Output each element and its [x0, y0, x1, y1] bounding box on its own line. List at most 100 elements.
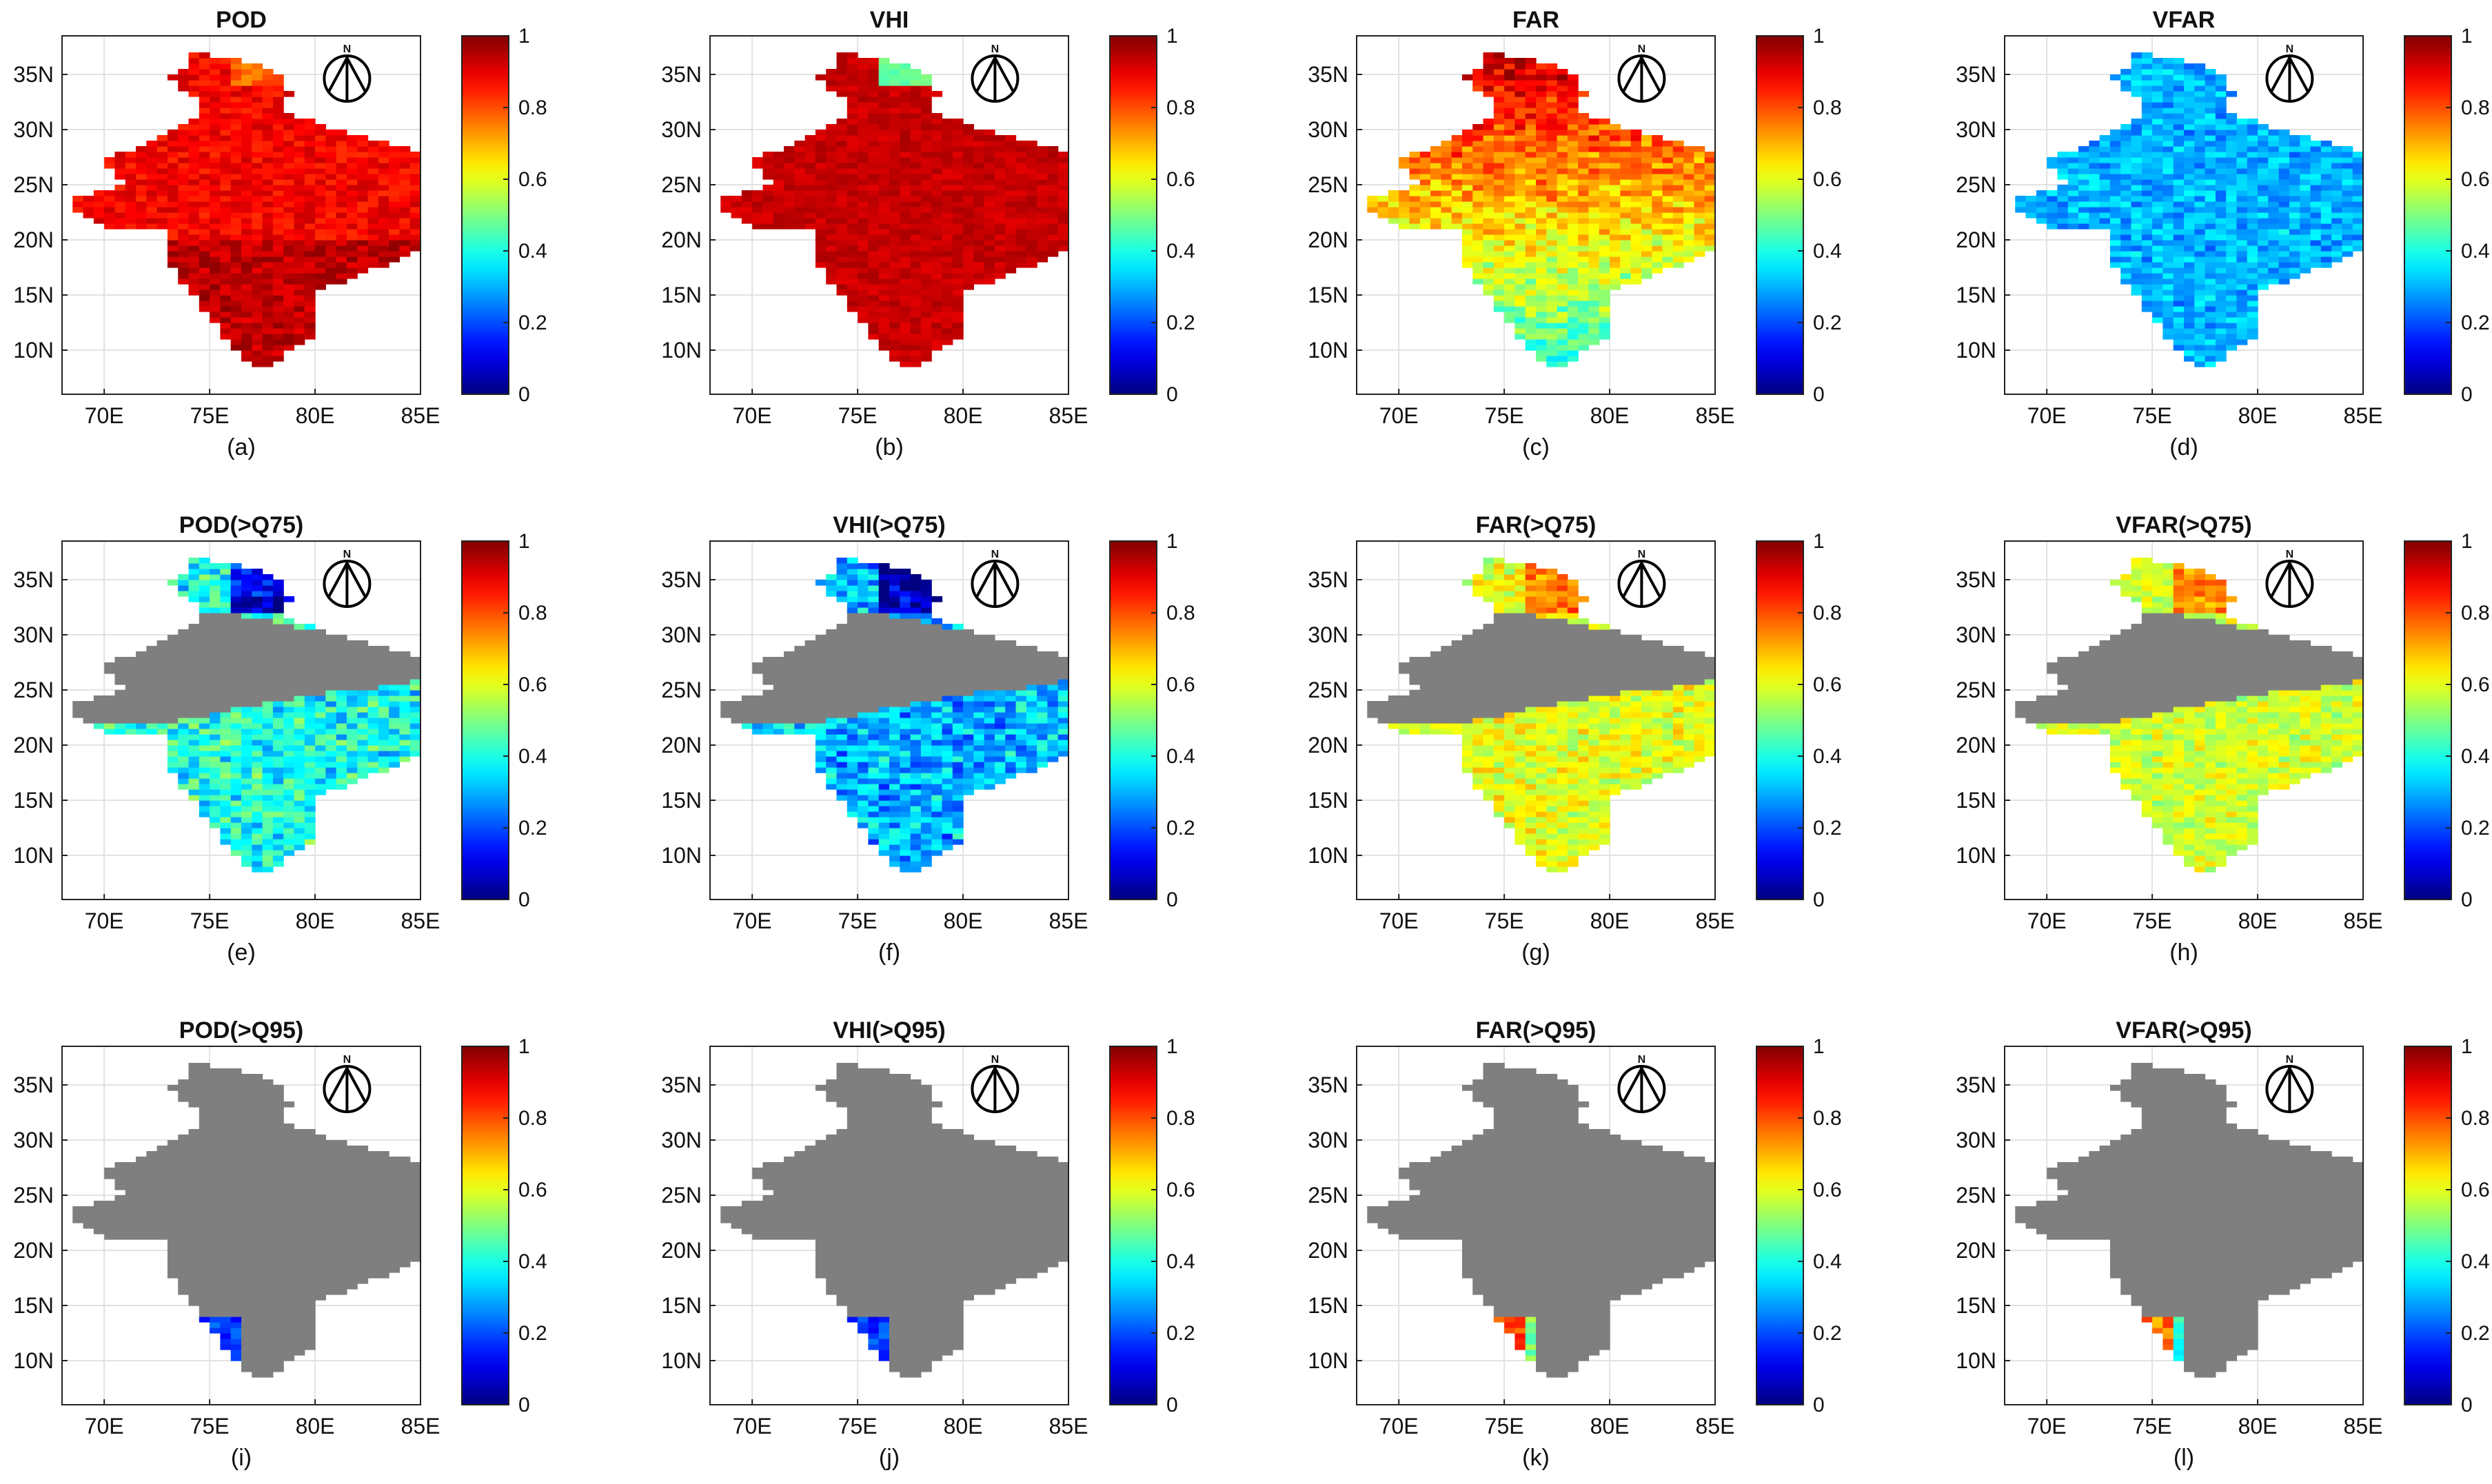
map-cell: [2173, 273, 2185, 279]
map-cell: [367, 168, 379, 174]
map-cell: [973, 207, 985, 213]
map-cell: [2247, 207, 2258, 213]
map-cell: [262, 301, 274, 307]
map-cell: [1652, 212, 1663, 218]
map-cell: [2141, 207, 2153, 213]
map-cell: [304, 223, 316, 230]
map-cell: [325, 190, 337, 196]
map-cell: [230, 740, 242, 746]
map-cell: [920, 245, 932, 252]
map-cell: [2289, 267, 2300, 274]
map-cell: [378, 762, 389, 768]
map-cell: [272, 356, 284, 362]
map-cell: [900, 102, 911, 108]
map-cell: [878, 218, 890, 224]
map-cell: [900, 146, 911, 152]
map-cell: [167, 679, 179, 685]
map-cell: [1504, 301, 1516, 307]
map-cell: [230, 240, 242, 246]
map-cell: [1567, 96, 1579, 103]
map-cell: [858, 135, 869, 141]
map-cell: [2099, 207, 2111, 213]
map-cell: [1399, 201, 1410, 207]
map-cell: [1578, 301, 1590, 307]
map-cell: [1567, 201, 1579, 207]
map-cell: [2194, 124, 2206, 130]
map-cell: [1483, 163, 1495, 169]
map-cell: [210, 662, 221, 669]
map-cell: [367, 152, 379, 158]
map-cell: [367, 190, 379, 196]
map-cell: [878, 234, 890, 241]
map-cell: [858, 223, 869, 230]
map-cell: [283, 795, 295, 801]
map-cell: [815, 223, 827, 230]
map-cell: [252, 673, 263, 680]
map-cell: [167, 729, 179, 735]
map-cell: [2215, 317, 2227, 323]
y-tick-label: 25N: [1956, 172, 1996, 197]
map-cell: [889, 306, 900, 312]
map-cell: [2278, 212, 2290, 218]
map-cell: [2057, 168, 2069, 174]
map-cell: [973, 190, 985, 196]
map-cell: [1483, 69, 1495, 75]
map-cell: [804, 218, 816, 224]
map-cell: [2162, 157, 2174, 163]
map-cell: [2141, 234, 2153, 241]
map-cell: [1037, 240, 1049, 246]
map-cell: [952, 295, 964, 301]
map-cell: [272, 152, 284, 158]
map-cell: [868, 74, 880, 81]
map-cell: [2215, 174, 2227, 180]
map-cell: [336, 130, 347, 136]
map-cell: [1461, 130, 1473, 136]
map-cell: [272, 850, 284, 856]
map-cell: [210, 306, 221, 312]
map-cell: [1441, 201, 1452, 207]
map-cell: [2057, 196, 2069, 202]
map-cell: [1493, 245, 1505, 252]
map-cell: [1536, 85, 1547, 92]
map-cell: [210, 289, 221, 296]
map-cell: [836, 284, 848, 290]
map-cell: [2205, 146, 2216, 152]
map-cell: [1525, 223, 1537, 230]
map-cell: [1536, 301, 1547, 307]
map-cell: [1567, 91, 1579, 97]
map-cell: [2226, 339, 2238, 345]
colorbar: 10.80.60.40.20: [2404, 25, 2490, 406]
map-cell: [1483, 273, 1495, 279]
map-cell: [931, 256, 943, 263]
map-cell: [2173, 306, 2185, 312]
map-cell: [272, 306, 284, 312]
map-cell: [2226, 163, 2238, 169]
map-cell: [1483, 229, 1495, 235]
map-cell: [220, 69, 232, 75]
map-cell: [1652, 135, 1663, 141]
map-cell: [2278, 141, 2290, 147]
map-cell: [2173, 124, 2185, 130]
map-cell: [762, 168, 774, 174]
map-cell: [2226, 328, 2238, 334]
map-cell: [815, 240, 827, 246]
map-cell: [868, 190, 880, 196]
map-cell: [241, 751, 252, 757]
map-cell: [2215, 185, 2227, 191]
map-cell: [836, 69, 848, 75]
map-cell: [2120, 223, 2132, 230]
map-cell: [2141, 289, 2153, 296]
map-cell: [878, 312, 890, 318]
map-cell: [2247, 251, 2258, 257]
map-cell: [346, 218, 358, 224]
map-cell: [973, 168, 985, 174]
map-cell: [920, 273, 932, 279]
map-cell: [2089, 223, 2100, 230]
map-cell: [199, 69, 210, 75]
map-cell: [72, 196, 84, 202]
map-cell: [984, 278, 995, 285]
map-cell: [399, 174, 411, 180]
map-cell: [325, 701, 337, 707]
map-cell: [262, 635, 274, 641]
map-cell: [1672, 218, 1684, 224]
